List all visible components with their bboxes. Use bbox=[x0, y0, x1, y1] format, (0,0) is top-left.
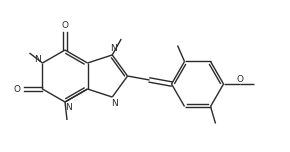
Text: N: N bbox=[34, 55, 41, 64]
Text: N: N bbox=[110, 45, 117, 54]
Text: O: O bbox=[61, 21, 68, 29]
Text: O: O bbox=[236, 74, 243, 83]
Text: N: N bbox=[66, 102, 72, 112]
Text: O: O bbox=[14, 85, 21, 93]
Text: N: N bbox=[111, 98, 118, 107]
